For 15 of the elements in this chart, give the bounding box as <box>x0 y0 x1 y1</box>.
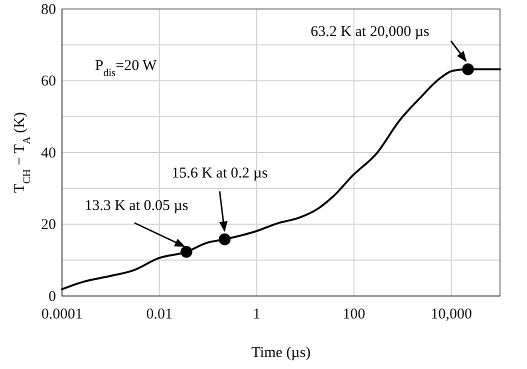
x-tick-label: 1 <box>252 306 260 323</box>
x-axis-title: Time (µs) <box>251 345 311 361</box>
x-tick-label: 100 <box>342 306 366 323</box>
x-tick-label: 0.01 <box>146 306 172 323</box>
y-tick-label: 20 <box>41 217 56 234</box>
annotation: 15.6 K at 0.2 µs <box>172 165 268 182</box>
annotation: P$_{dis}$=20 W <box>95 58 158 78</box>
annotation: 63.2 K at 20,000 µs <box>310 24 430 40</box>
y-tick-label: 60 <box>41 74 56 90</box>
y-tick-label: 80 <box>41 2 56 18</box>
y-tick-label: 40 <box>41 145 56 162</box>
annotation: 13.3 K at 0.05 µs <box>84 198 188 214</box>
x-tick-label: 0.0001 <box>41 306 83 323</box>
y-tick-label: 0 <box>48 288 56 305</box>
x-tick-label: 10,000 <box>430 306 472 323</box>
